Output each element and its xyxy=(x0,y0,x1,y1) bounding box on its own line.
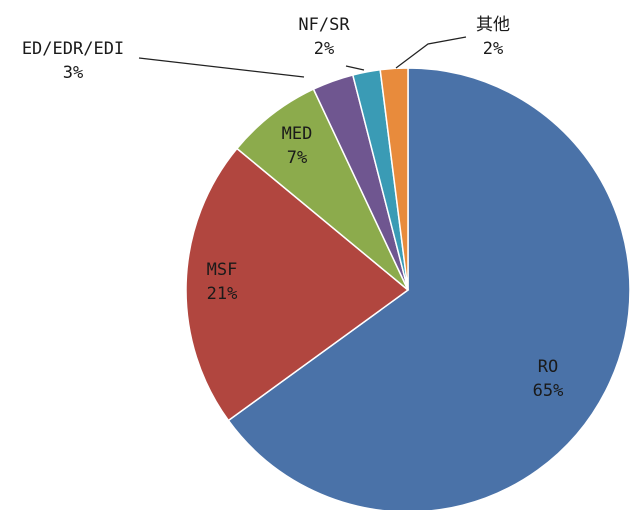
leader-lines xyxy=(138,36,467,78)
slice-value: 2% xyxy=(314,39,334,59)
slice-value: 21% xyxy=(207,284,238,304)
slice-value: 65% xyxy=(533,381,564,401)
slice-value: 2% xyxy=(483,39,503,59)
pie-slice-6 xyxy=(379,67,409,291)
slice-name: ED/EDR/EDI xyxy=(22,39,124,59)
slice-name: NF/SR xyxy=(298,15,350,35)
pie-slice-2 xyxy=(185,147,410,422)
pie-slices xyxy=(185,67,631,510)
slice-label-2: MSF 21% xyxy=(207,260,238,304)
slice-name: RO xyxy=(538,357,558,377)
slice-label-1: RO 65% xyxy=(533,357,564,401)
leader-line-6 xyxy=(395,36,467,69)
slice-value: 3% xyxy=(63,63,83,83)
slice-value: 7% xyxy=(287,148,307,168)
slice-label-6: 其他 2% xyxy=(476,15,510,59)
slice-label-4: ED/EDR/EDI 3% xyxy=(22,39,124,83)
pie-slice-1 xyxy=(227,67,631,510)
leader-line-5 xyxy=(345,65,365,71)
slice-name: MSF xyxy=(207,260,238,280)
slice-label-3: MED 7% xyxy=(282,124,313,168)
slice-labels: RO 65% MSF 21% MED 7% ED/EDR/EDI 3% NF/SR 2% 其他 2% xyxy=(22,15,564,401)
leader-line-4 xyxy=(138,57,305,78)
slice-label-5: NF/SR 2% xyxy=(298,15,350,59)
slice-name: 其他 xyxy=(476,15,510,35)
slice-name: MED xyxy=(282,124,313,144)
